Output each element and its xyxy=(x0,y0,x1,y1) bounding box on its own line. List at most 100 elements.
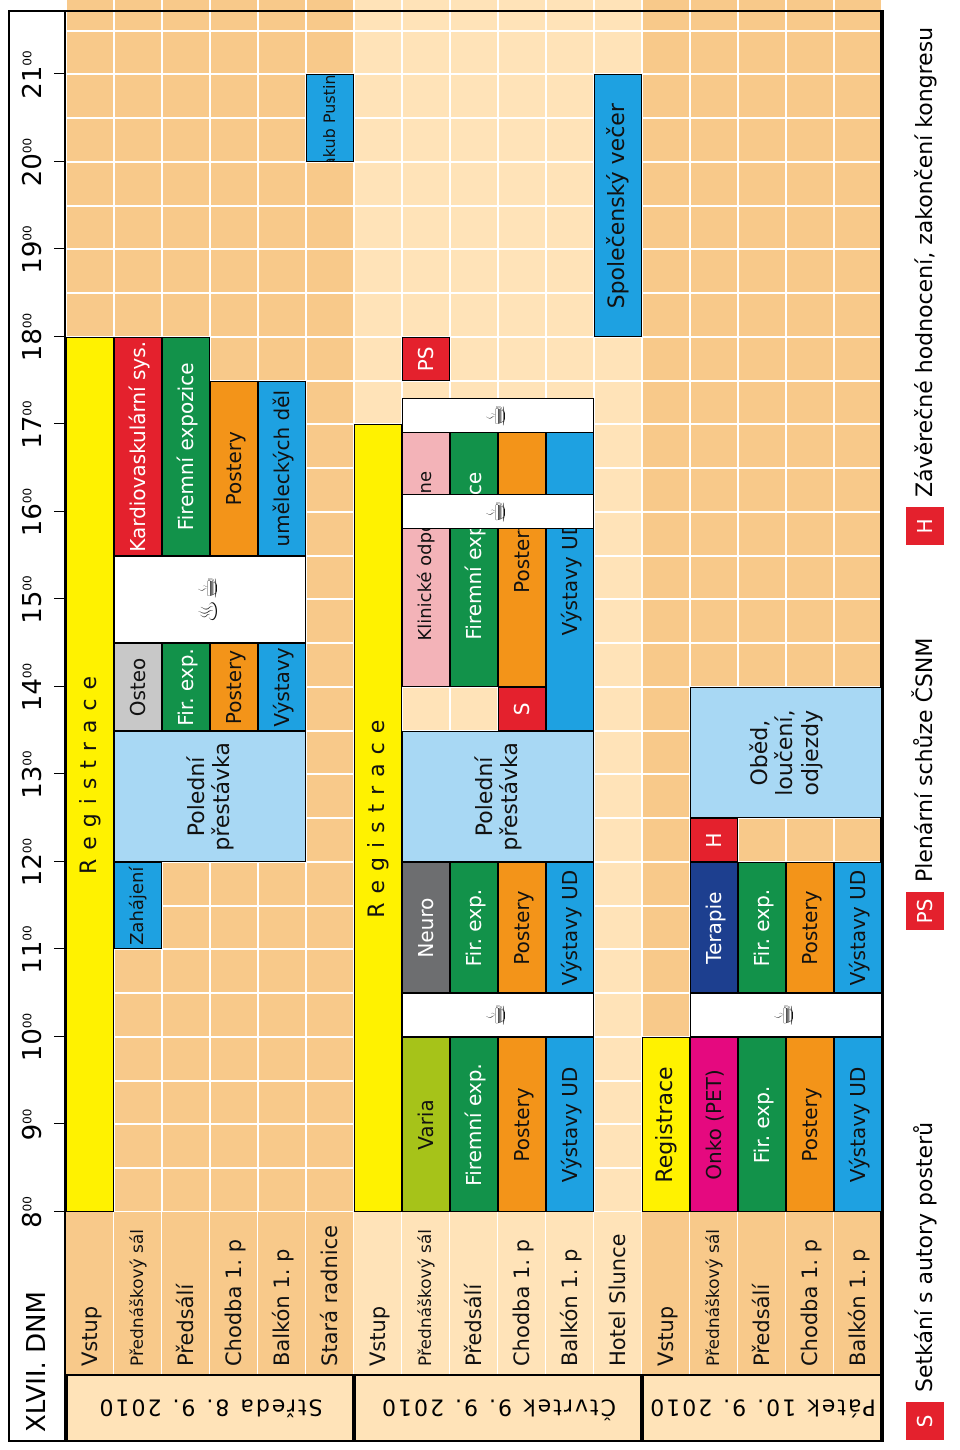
grid-cell xyxy=(546,205,594,250)
legend-item: H Závěrečné hodnocení, zakončení kongresu xyxy=(905,27,945,545)
grid-cell xyxy=(786,293,834,337)
grid-cell xyxy=(690,205,738,250)
grid-cell xyxy=(66,205,114,250)
hour-minutes: 00 xyxy=(20,575,35,591)
hour-tick xyxy=(54,248,66,250)
grid-cell xyxy=(306,905,354,950)
hour-minutes: 00 xyxy=(20,137,35,154)
posters-3: Postery xyxy=(498,424,546,687)
grid-cell xyxy=(162,949,210,994)
grid-cell xyxy=(450,162,498,206)
hour-tick xyxy=(54,1211,66,1212)
grid-cell xyxy=(642,555,690,600)
room-label: Hotel Slunce xyxy=(594,1212,642,1374)
grid-cell xyxy=(162,0,210,31)
day-separator xyxy=(882,10,884,1442)
grid-cell xyxy=(786,818,834,862)
hour-value: 19 xyxy=(18,240,48,274)
grid-cell xyxy=(594,337,642,381)
grid-cell xyxy=(450,118,498,162)
grid-cell xyxy=(354,337,402,381)
grid-cell xyxy=(258,905,306,950)
grid-cell xyxy=(786,118,834,162)
hour-value: 13 xyxy=(18,765,48,799)
grid-cell xyxy=(306,599,354,644)
exhibition-vystavy: Výstavy xyxy=(258,643,306,731)
posters-1-label: Postery xyxy=(509,1087,534,1162)
grid-cell xyxy=(114,74,162,119)
coffee-cup-icon: ☕ xyxy=(482,1003,513,1027)
grid-cell xyxy=(738,380,786,425)
hour-minutes: 00 xyxy=(20,312,35,329)
hour-label: 1400 xyxy=(18,663,48,711)
grid-cell xyxy=(114,1168,162,1212)
grid-cell xyxy=(258,1080,306,1125)
grid-cell xyxy=(738,599,786,644)
grid-cell xyxy=(642,337,690,381)
coffee-cup-icon: ☕ xyxy=(482,404,513,428)
hour-value: 21 xyxy=(18,65,48,99)
grid-cell xyxy=(594,905,642,950)
registration-block: R e g i s t r a c e xyxy=(66,337,114,1212)
grid-cell xyxy=(834,74,882,119)
grid-cell xyxy=(306,249,354,294)
exhibition-vystavy-label: Výstavy xyxy=(269,647,294,727)
lunch-farewell-label: Oběd, loučení, odjezdy xyxy=(748,709,824,796)
posters-3-label: Postery xyxy=(509,518,534,593)
hour-minutes: 00 xyxy=(20,1196,35,1212)
grid-cell xyxy=(210,905,258,950)
posters-2-label: Postery xyxy=(509,890,534,965)
exhibition-1: Výstavy UD xyxy=(546,1037,594,1212)
grid-cell xyxy=(306,30,354,75)
legend-text: Setkání s autory posterů xyxy=(912,1121,938,1392)
grid-cell xyxy=(786,30,834,75)
grid-cell xyxy=(402,162,450,206)
grid-cell xyxy=(498,118,546,162)
grid-cell xyxy=(162,1037,210,1081)
grid-cell xyxy=(402,0,450,31)
grid-cell xyxy=(642,468,690,512)
grid-cell xyxy=(162,905,210,950)
grid-cell xyxy=(210,249,258,294)
grid-cell xyxy=(546,162,594,206)
registration-block-label: Registrace xyxy=(653,1066,679,1183)
grid-cell xyxy=(642,818,690,862)
grid-cell xyxy=(210,205,258,250)
hour-value: 8 xyxy=(18,1211,48,1228)
grid-cell xyxy=(834,643,882,687)
grid-cell xyxy=(258,249,306,294)
grid-cell xyxy=(306,1080,354,1125)
grid-cell xyxy=(354,118,402,162)
room-label: Chodba 1. p xyxy=(786,1212,834,1374)
session-terapie: Terapie xyxy=(690,862,738,994)
hour-label: 1200 xyxy=(18,838,48,886)
grid-cell xyxy=(306,424,354,469)
room-label: Přednáškový sál xyxy=(402,1212,450,1374)
lunch-break-label: Polední přestávka xyxy=(184,742,235,851)
expo-firemni: Firemní expozice xyxy=(450,424,498,687)
exhibition-3: Výstavy UD xyxy=(546,424,594,731)
grid-cell xyxy=(210,862,258,906)
grid-cell xyxy=(690,0,738,31)
hour-label: 2000 xyxy=(18,138,48,186)
grid-cell xyxy=(642,905,690,950)
room-label: Přednáškový sál xyxy=(114,1212,162,1374)
legend-item: S Setkání s autory posterů xyxy=(905,1122,945,1440)
grid-cell xyxy=(210,74,258,119)
hour-value: 9 xyxy=(18,1123,48,1141)
lunch-break: Polední přestávka xyxy=(114,730,306,862)
grid-cell xyxy=(642,0,690,31)
grid-cell xyxy=(690,118,738,162)
day-label-text: Čtvrtek 9. 9. 2010 xyxy=(380,1393,616,1419)
grid-cell xyxy=(642,293,690,337)
grid-cell xyxy=(498,162,546,206)
grid-cell xyxy=(450,337,498,381)
grid-cell xyxy=(306,1168,354,1212)
grid-cell xyxy=(306,1124,354,1169)
hour-label: 2100 xyxy=(18,50,48,98)
grid-cell xyxy=(210,30,258,75)
grid-cell xyxy=(738,468,786,512)
posters-1: Postery xyxy=(498,1037,546,1212)
grid-cell xyxy=(66,162,114,206)
grid-cell xyxy=(402,118,450,162)
